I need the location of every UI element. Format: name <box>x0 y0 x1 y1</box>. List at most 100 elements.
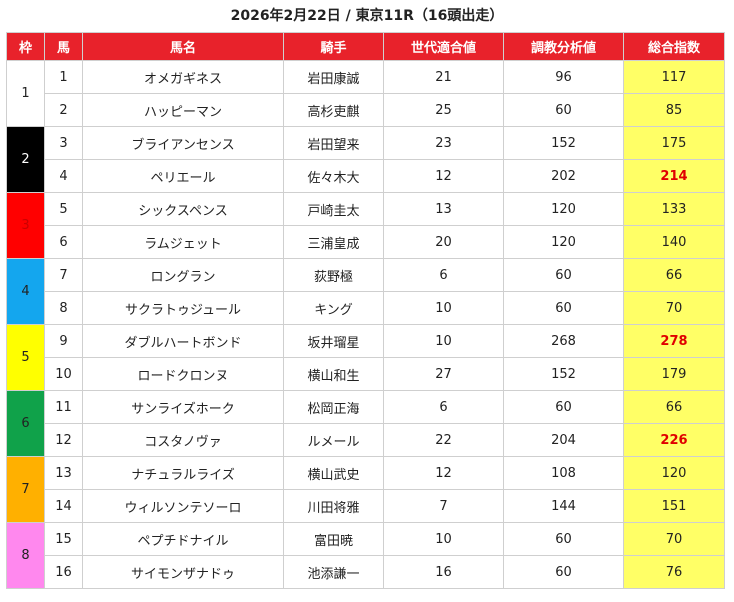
horse-number-cell: 14 <box>44 489 83 523</box>
jockey-cell: 三浦皇成 <box>283 225 384 259</box>
waku-cell: 8 <box>6 522 45 589</box>
jockey-cell: 横山和生 <box>283 357 384 391</box>
waku-cell: 2 <box>6 126 45 193</box>
waku-cell: 4 <box>6 258 45 325</box>
horse-name-cell: シックスペンス <box>82 192 284 226</box>
training-analysis-cell: 60 <box>503 522 624 556</box>
horse-number-cell: 9 <box>44 324 83 358</box>
training-analysis-cell: 108 <box>503 456 624 490</box>
training-analysis-cell: 152 <box>503 126 624 160</box>
generation-fit-cell: 16 <box>383 555 504 589</box>
header-generation-fit: 世代適合値 <box>383 32 504 61</box>
total-index-cell: 85 <box>623 93 725 127</box>
header-training-analysis: 調教分析値 <box>503 32 624 61</box>
jockey-cell: 岩田康誠 <box>283 60 384 94</box>
generation-fit-cell: 12 <box>383 456 504 490</box>
waku-cell: 6 <box>6 390 45 457</box>
jockey-cell: 岩田望来 <box>283 126 384 160</box>
table-row: 7 13 ナチュラルライズ 横山武史 12 108 120 <box>6 456 725 523</box>
horse-name-cell: ロードクロンヌ <box>82 357 284 391</box>
training-analysis-cell: 204 <box>503 423 624 457</box>
table-row: 16 サイモンザナドゥ 池添謙一 16 60 76 <box>7 555 725 589</box>
total-index-cell: 179 <box>623 357 725 391</box>
table-row: 2 ハッピーマン 高杉吏麒 25 60 85 <box>7 93 725 127</box>
table-row: 8 サクラトゥジュール キング 10 60 70 <box>7 291 725 325</box>
jockey-cell: 松岡正海 <box>283 390 384 424</box>
generation-fit-cell: 25 <box>383 93 504 127</box>
header-total-index: 総合指数 <box>623 32 725 61</box>
horse-name-cell: ペリエール <box>82 159 284 193</box>
total-index-cell: 140 <box>623 225 725 259</box>
generation-fit-cell: 20 <box>383 225 504 259</box>
total-index-cell: 70 <box>623 291 725 325</box>
jockey-cell: 戸崎圭太 <box>283 192 384 226</box>
total-index-cell: 214 <box>623 159 725 193</box>
generation-fit-cell: 6 <box>383 258 504 292</box>
total-index-cell: 70 <box>623 522 725 556</box>
horse-name-cell: ブライアンセンス <box>82 126 284 160</box>
generation-fit-cell: 10 <box>383 324 504 358</box>
horse-number-cell: 5 <box>44 192 83 226</box>
jockey-cell: 高杉吏麒 <box>283 93 384 127</box>
training-analysis-cell: 152 <box>503 357 624 391</box>
horse-number-cell: 12 <box>44 423 83 457</box>
jockey-cell: 池添謙一 <box>283 555 384 589</box>
horse-number-cell: 11 <box>44 390 83 424</box>
waku-cell: 7 <box>6 456 45 523</box>
training-analysis-cell: 96 <box>503 60 624 94</box>
horse-name-cell: ウィルソンテソーロ <box>82 489 284 523</box>
generation-fit-cell: 7 <box>383 489 504 523</box>
table-row: 2 3 ブライアンセンス 岩田望来 23 152 175 <box>6 126 725 193</box>
total-index-cell: 133 <box>623 192 725 226</box>
table-row: 6 ラムジェット 三浦皇成 20 120 140 <box>7 225 725 259</box>
table-row: 10 ロードクロンヌ 横山和生 27 152 179 <box>7 357 725 391</box>
total-index-cell: 226 <box>623 423 725 457</box>
waku-cell: 5 <box>6 324 45 391</box>
generation-fit-cell: 22 <box>383 423 504 457</box>
jockey-cell: 富田暁 <box>283 522 384 556</box>
jockey-cell: キング <box>283 291 384 325</box>
table-row: 1 1 オメガギネス 岩田康誠 21 96 117 <box>6 60 725 127</box>
header-horse-number: 馬 <box>44 32 83 61</box>
horse-number-cell: 10 <box>44 357 83 391</box>
horse-name-cell: ナチュラルライズ <box>82 456 284 490</box>
total-index-cell: 66 <box>623 390 725 424</box>
horse-number-cell: 1 <box>44 60 83 94</box>
generation-fit-cell: 27 <box>383 357 504 391</box>
waku-cell: 1 <box>6 60 45 127</box>
total-index-cell: 76 <box>623 555 725 589</box>
horse-name-cell: ペプチドナイル <box>82 522 284 556</box>
jockey-cell: 横山武史 <box>283 456 384 490</box>
table-row: 6 11 サンライズホーク 松岡正海 6 60 66 <box>6 390 725 457</box>
training-analysis-cell: 60 <box>503 93 624 127</box>
table-row: 3 5 シックスペンス 戸崎圭太 13 120 133 <box>6 192 725 259</box>
table-row: 5 9 ダブルハートボンド 坂井瑠星 10 268 278 <box>6 324 725 391</box>
training-analysis-cell: 60 <box>503 555 624 589</box>
page-title: 2026年2月22日 / 東京11R（16頭出走） <box>230 8 504 24</box>
total-index-cell: 175 <box>623 126 725 160</box>
horse-number-cell: 15 <box>44 522 83 556</box>
horse-number-cell: 8 <box>44 291 83 325</box>
training-analysis-cell: 202 <box>503 159 624 193</box>
total-index-cell: 117 <box>623 60 725 94</box>
horse-number-cell: 2 <box>44 93 83 127</box>
horse-number-cell: 3 <box>44 126 83 160</box>
horse-number-cell: 16 <box>44 555 83 589</box>
training-analysis-cell: 60 <box>503 390 624 424</box>
header-row: 枠 馬 馬名 騎手 世代適合値 調教分析値 総合指数 <box>6 32 725 61</box>
horse-name-cell: サンライズホーク <box>82 390 284 424</box>
generation-fit-cell: 13 <box>383 192 504 226</box>
generation-fit-cell: 21 <box>383 60 504 94</box>
table-row: 12 コスタノヴァ ルメール 22 204 226 <box>7 423 725 457</box>
generation-fit-cell: 23 <box>383 126 504 160</box>
header-horse-name: 馬名 <box>82 32 284 61</box>
table-row: 8 15 ペプチドナイル 富田暁 10 60 70 <box>6 522 725 589</box>
total-index-cell: 66 <box>623 258 725 292</box>
jockey-cell: 佐々木大 <box>283 159 384 193</box>
generation-fit-cell: 6 <box>383 390 504 424</box>
race-table-body: 1 1 オメガギネス 岩田康誠 21 96 117 2 ハッピーマン 高杉吏麒 25 60 85 2 3 ブラ… <box>6 60 725 589</box>
jockey-cell: 川田将雅 <box>283 489 384 523</box>
horse-name-cell: サイモンザナドゥ <box>82 555 284 589</box>
training-analysis-cell: 144 <box>503 489 624 523</box>
horse-name-cell: オメガギネス <box>82 60 284 94</box>
